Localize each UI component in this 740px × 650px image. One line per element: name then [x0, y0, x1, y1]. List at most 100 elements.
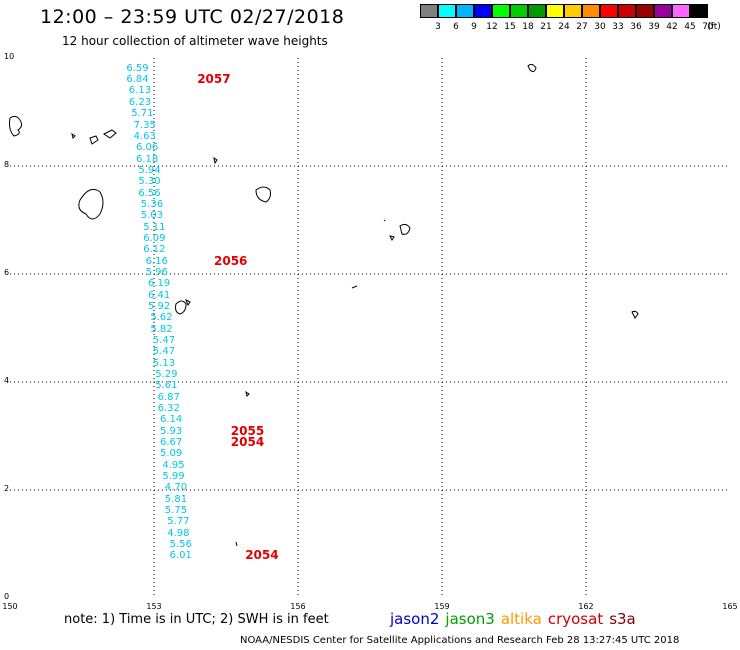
island-outline	[399, 223, 411, 235]
wave-height-label: 6.13	[128, 85, 152, 97]
wave-height-label: 5.30	[138, 176, 161, 188]
x-tick-label: 156	[290, 602, 306, 611]
color-scale-label: 15	[504, 22, 516, 32]
color-scale-label: 33	[612, 22, 624, 32]
x-tick-label: 159	[434, 602, 450, 611]
wave-height-label: 6.41	[148, 289, 171, 301]
island-outline	[78, 188, 104, 220]
island-outline	[383, 219, 386, 222]
color-swatch	[474, 4, 492, 18]
color-scale-label: 27	[576, 22, 588, 32]
color-swatch	[420, 4, 438, 18]
pass-time-label: 2054	[230, 435, 265, 450]
color-swatch	[654, 4, 672, 18]
legend-entry: jason2	[390, 610, 440, 628]
color-swatch	[672, 4, 690, 18]
island-outline	[235, 541, 238, 547]
satellite-legend: jason2 jason3 altika cryosat s3a	[390, 610, 642, 628]
color-swatch	[528, 4, 546, 18]
wave-height-label: 6.87	[157, 391, 180, 403]
x-tick-label: 165	[722, 602, 738, 611]
island-outline	[255, 186, 271, 203]
wave-height-label: 6.16	[145, 255, 168, 267]
color-scale-bar	[420, 4, 708, 20]
wave-height-label: 5.61	[155, 380, 178, 392]
color-scale-labels: 3 6 9 12 15 18 21 24 27 30 33 36 39 42 45 70 (ft)	[420, 22, 740, 34]
wave-height-label: 6.84	[126, 74, 149, 86]
wave-height-label: 6.67	[160, 437, 183, 449]
wave-height-label: 4.95	[162, 459, 185, 471]
wave-height-label: 6.01	[169, 550, 192, 562]
color-swatch	[492, 4, 510, 18]
legend-entry: cryosat	[547, 610, 604, 628]
island-outline	[527, 63, 537, 73]
color-scale-label: 24	[558, 22, 570, 32]
island-outline	[351, 285, 358, 289]
color-swatch	[510, 4, 528, 18]
color-scale-label: 36	[630, 22, 642, 32]
legend-entry: jason3	[445, 610, 495, 628]
island-outline	[185, 298, 191, 307]
island-outline	[245, 390, 250, 397]
color-scale-unit: (ft)	[707, 22, 721, 32]
island-outline	[89, 135, 99, 145]
x-tick-label: 150	[2, 602, 18, 611]
wave-height-label: 5.71	[131, 108, 154, 120]
wave-height-label: 5.92	[148, 300, 171, 312]
wave-height-label: 6.14	[160, 414, 183, 426]
color-scale-label: 6	[453, 22, 459, 32]
x-tick-label: 162	[578, 602, 594, 611]
page-title: 12:00 – 23:59 UTC 02/27/2018	[40, 6, 345, 28]
wave-height-label: 7.35	[133, 119, 156, 131]
wave-height-label: 5.09	[160, 448, 183, 460]
wave-height-label: 6.19	[148, 278, 171, 290]
wave-height-label: 5.47	[152, 346, 176, 358]
wave-height-label: 5.82	[150, 323, 173, 335]
legend-entry: s3a	[609, 610, 636, 628]
wave-height-label: 6.23	[128, 96, 152, 108]
color-swatch	[564, 4, 582, 18]
wave-height-label: 5.56	[169, 539, 192, 551]
color-swatch	[582, 4, 600, 18]
note-text: note: 1) Time is in UTC; 2) SWH is in fe…	[64, 612, 329, 627]
x-tick-label: 153	[146, 602, 162, 611]
island-outline	[9, 115, 23, 137]
wave-height-label: 5.75	[164, 505, 188, 517]
island-outline	[71, 132, 76, 139]
y-tick-label: 8	[4, 160, 10, 169]
y-tick-label: 6	[4, 268, 10, 277]
wave-height-label: 5.94	[138, 164, 161, 176]
wave-height-label: 6.56	[138, 187, 161, 199]
color-swatch	[636, 4, 654, 18]
island-outline	[389, 235, 395, 241]
page-subtitle: 12 hour collection of altimeter wave hei…	[62, 34, 328, 48]
pass-time-label: 2055	[230, 423, 265, 438]
wave-height-label: 5.77	[167, 516, 190, 528]
color-swatch	[600, 4, 618, 18]
wave-height-label: 5.36	[140, 198, 164, 210]
color-scale-label: 21	[540, 22, 552, 32]
wave-height-label: 4.98	[167, 527, 190, 539]
wave-height-label: 5.29	[155, 368, 178, 380]
pass-time-label: 2056	[214, 253, 248, 268]
color-swatch	[690, 4, 708, 18]
color-scale-label: 70	[702, 22, 714, 32]
wave-height-label: 6.09	[143, 232, 166, 244]
credit-text: NOAA/NESDIS Center for Satellite Applica…	[240, 635, 680, 646]
color-scale-label: 30	[594, 22, 606, 32]
island-outline	[103, 129, 117, 139]
wave-height-label: 4.70	[164, 482, 188, 494]
color-swatch	[438, 4, 456, 18]
wave-height-label: 6.32	[157, 403, 180, 414]
wave-height-label: 5.93	[160, 425, 183, 437]
wave-height-label: 6.06	[136, 142, 159, 154]
y-tick-label: 4	[4, 376, 10, 385]
wave-height-label: 6.18	[136, 153, 159, 165]
wave-height-label: 5.47	[152, 334, 176, 346]
wave-height-label: 5.03	[140, 210, 164, 222]
color-scale-label: 42	[666, 22, 678, 32]
wave-height-label: 5.11	[143, 221, 166, 233]
legend-entry: altika	[500, 610, 542, 628]
island-outline	[213, 156, 218, 165]
